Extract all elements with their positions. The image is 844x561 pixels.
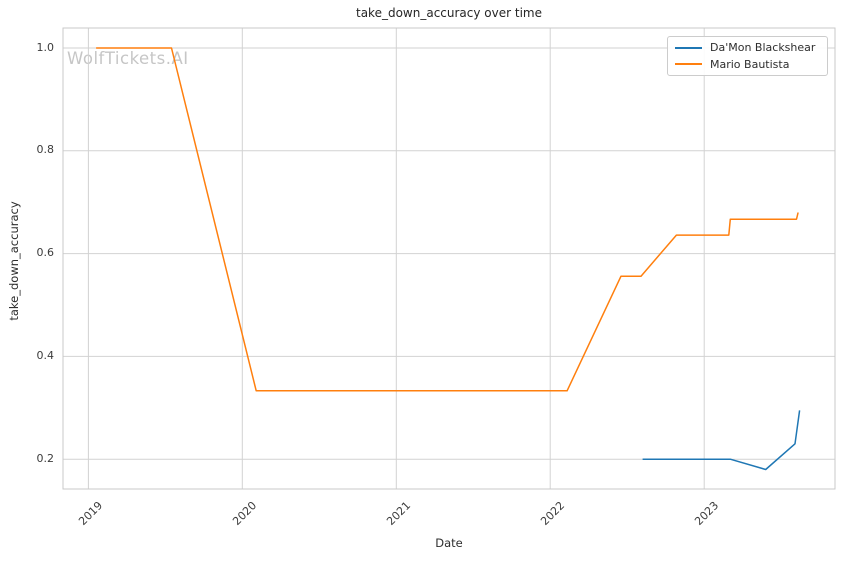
watermark-text: WolfTickets.AI [67,49,189,68]
legend-item: Mario Bautista [675,58,820,71]
series-line-mario-bautista [96,47,799,392]
legend-label: Mario Bautista [710,57,790,71]
y-tick-label: 0.2 [36,451,55,465]
y-tick-label: 1.0 [36,40,55,54]
y-tick-label: 0.6 [36,246,55,260]
legend-label: Da'Mon Blackshear [710,41,816,55]
legend-line-swatch [675,46,702,49]
plot-border [62,27,836,490]
series-line-da-mon-blackshear [642,410,801,471]
legend: Da'Mon Blackshear Mario Bautista [667,36,828,76]
x-axis-label: Date [435,536,463,550]
chart-title: take_down_accuracy over time [356,6,542,20]
y-tick-label: 0.8 [36,143,55,157]
legend-item: Da'Mon Blackshear [675,41,820,54]
y-tick-label: 0.4 [36,348,55,362]
legend-line-swatch [675,63,702,66]
